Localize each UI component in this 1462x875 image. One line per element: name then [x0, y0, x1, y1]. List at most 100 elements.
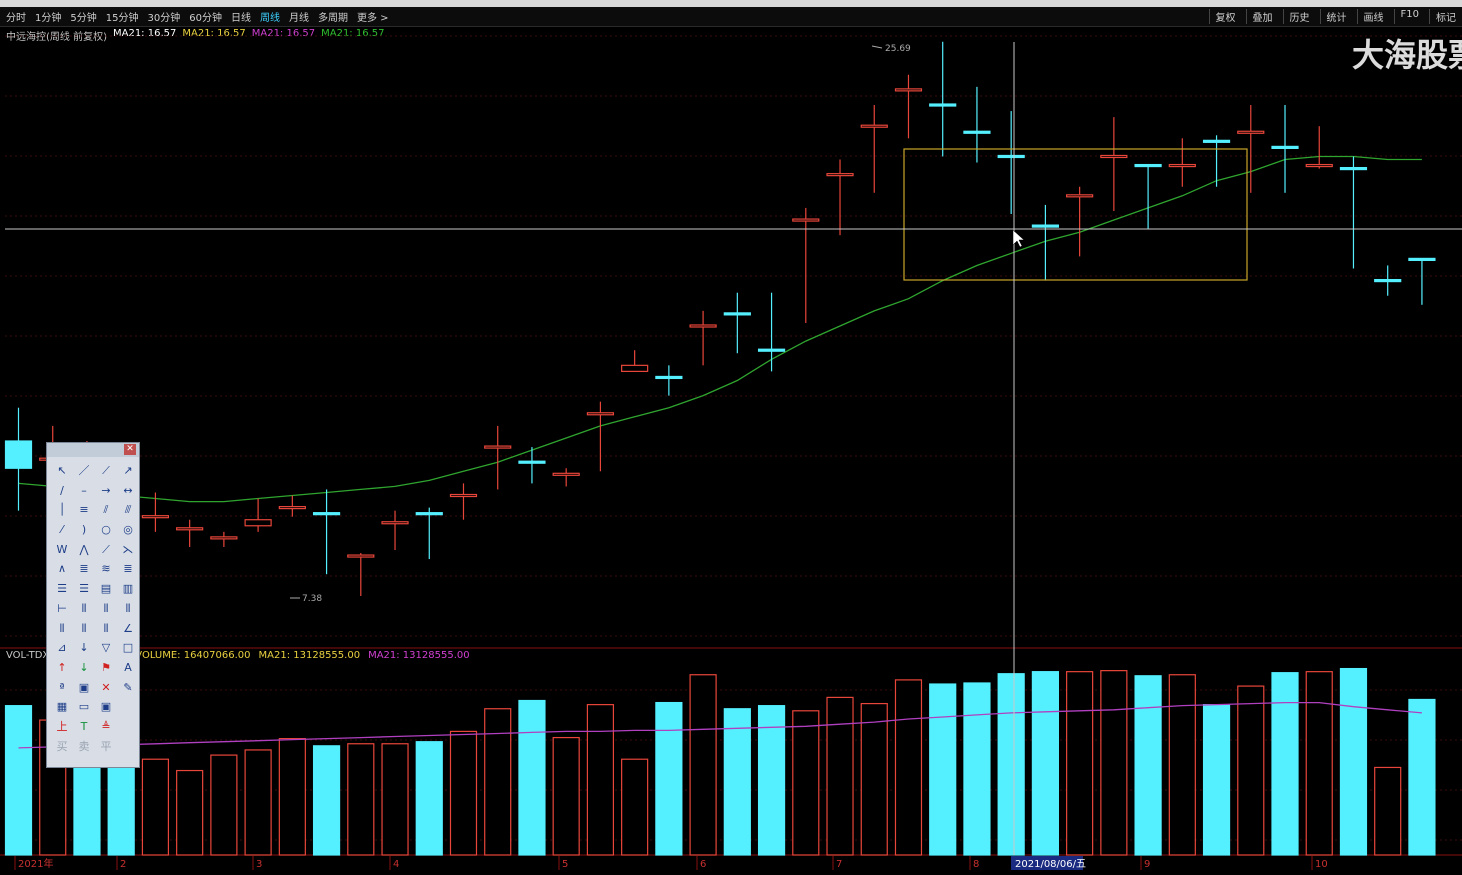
speed-icon[interactable]: ∠	[123, 621, 133, 635]
adjust-button[interactable]: 复权	[1208, 9, 1236, 24]
candle-body[interactable]	[210, 536, 238, 540]
text-note-icon[interactable]: ª	[59, 680, 65, 694]
volume-bar[interactable]	[894, 679, 923, 856]
drawn-rectangle[interactable]	[903, 148, 1248, 281]
volume-bar[interactable]	[1066, 671, 1094, 856]
volume-bar[interactable]	[1271, 672, 1299, 856]
volume-bar[interactable]	[381, 743, 409, 856]
volume-bar[interactable]	[4, 705, 33, 856]
volume-bar[interactable]	[347, 743, 375, 856]
volume-bar[interactable]	[141, 758, 170, 856]
tab-daily[interactable]: 日线	[230, 13, 251, 24]
candle-body[interactable]	[176, 527, 204, 531]
candle-body[interactable]	[1305, 163, 1333, 168]
candle-body[interactable]	[1100, 154, 1128, 159]
volume-bar[interactable]	[757, 705, 786, 856]
wave-icon[interactable]: W	[56, 542, 68, 556]
fan-icon[interactable]: ⋋	[122, 542, 134, 556]
candle-body[interactable]	[552, 472, 580, 476]
text-icon[interactable]: A	[124, 660, 132, 674]
volume-bar[interactable]	[415, 741, 443, 856]
volume-bar[interactable]	[826, 696, 854, 856]
volume-bar[interactable]	[1168, 674, 1196, 856]
candle-body[interactable]	[381, 521, 409, 525]
candle-body[interactable]	[484, 445, 512, 449]
candle-body[interactable]	[792, 218, 820, 222]
cycle4-icon[interactable]: ⦀	[125, 601, 131, 615]
candle-body[interactable]	[244, 519, 272, 527]
hsegment-icon[interactable]: ↔	[123, 483, 133, 497]
parallel2-icon[interactable]: ⫻	[124, 503, 132, 517]
volume-bar[interactable]	[1305, 671, 1333, 856]
candle-body[interactable]	[4, 440, 33, 469]
mark-button[interactable]: 标记	[1429, 9, 1456, 24]
limit-up-icon[interactable]: 上	[56, 719, 68, 733]
candle-body[interactable]	[1237, 130, 1265, 134]
signal-icon[interactable]: ≜	[101, 719, 111, 733]
hline-icon[interactable]: –	[81, 483, 87, 497]
candle-body[interactable]	[518, 460, 546, 464]
volume-bar[interactable]	[449, 730, 478, 856]
candle-body[interactable]	[1134, 163, 1162, 168]
cycle-icon[interactable]: ⊢	[57, 601, 67, 615]
drawing-toolbox[interactable]: ✕ ↖ ／ ⟋ ↗ ∕ – → ↔ │ ≡ ⫽ ⫻ ⁄) ○ ◎ W ⋀ ⟋ ⋋ ∧ ≣ ≋ ≣ ☰ ☰ ▤ ▥ ⊢ ⦀ ⦀…	[46, 442, 140, 768]
volume-bar[interactable]	[484, 708, 512, 856]
volume-bar[interactable]	[586, 704, 615, 856]
candle-body[interactable]	[1202, 139, 1231, 143]
volume-bar[interactable]	[1339, 667, 1368, 856]
candle-body[interactable]	[655, 375, 683, 380]
volume-bar[interactable]	[655, 701, 683, 856]
zigzag-icon[interactable]: ⟋	[102, 542, 110, 556]
candle-body[interactable]	[1168, 163, 1196, 168]
volume-bar[interactable]	[929, 683, 957, 856]
volume-bar[interactable]	[1408, 698, 1436, 856]
candle-body[interactable]	[278, 506, 306, 510]
palette-icon[interactable]: ✎	[123, 680, 133, 694]
candle-body[interactable]	[1066, 194, 1094, 198]
gann2-icon[interactable]: ☰	[79, 582, 89, 596]
cycle3-icon[interactable]: ⦀	[103, 601, 109, 615]
ray-icon[interactable]: ⟋	[102, 464, 110, 477]
gann-fan-icon[interactable]: ⊿	[57, 641, 67, 655]
rectangle-icon[interactable]: □	[122, 641, 134, 655]
fib2-icon[interactable]: ≋	[101, 562, 111, 576]
tab-weekly[interactable]: 周线	[259, 13, 280, 24]
gann3-icon[interactable]: ▤	[100, 582, 112, 596]
candle-body[interactable]	[1374, 278, 1402, 283]
tab-minute[interactable]: 分时	[6, 13, 26, 24]
candle-body[interactable]	[963, 130, 991, 134]
vol-indicator-name[interactable]: VOL-TDX	[6, 650, 50, 661]
volume-bar[interactable]	[860, 702, 888, 856]
bars-icon[interactable]: ⦀	[59, 621, 65, 635]
volume-bar[interactable]	[1374, 766, 1402, 856]
tab-1min[interactable]: 1分钟	[35, 13, 62, 24]
stamp-icon[interactable]: ▣	[78, 680, 90, 694]
volume-bar[interactable]	[792, 710, 820, 856]
candle-body[interactable]	[1031, 224, 1060, 228]
volume-bar[interactable]	[210, 754, 238, 856]
draw-button[interactable]: 画线	[1356, 9, 1384, 24]
channel-icon[interactable]: ≡	[79, 503, 89, 517]
candle-body[interactable]	[929, 103, 957, 107]
gann4-icon[interactable]: ▥	[122, 582, 134, 596]
volume-bar[interactable]	[312, 745, 341, 856]
overlay-button[interactable]: 叠加	[1245, 9, 1273, 24]
vline-icon[interactable]: │	[58, 503, 66, 517]
volume-bar[interactable]	[244, 749, 272, 856]
volume-bar[interactable]	[1237, 685, 1265, 856]
triangle-icon[interactable]: ▽	[101, 641, 111, 655]
volume-bar[interactable]	[1202, 704, 1231, 856]
candle-body[interactable]	[586, 412, 615, 416]
candle-body[interactable]	[997, 154, 1025, 159]
candle-body[interactable]	[1271, 145, 1299, 149]
limit-down-icon[interactable]: T	[80, 719, 88, 733]
stats-button[interactable]: 统计	[1319, 9, 1347, 24]
candle-body[interactable]	[826, 173, 854, 177]
candle-body[interactable]	[894, 88, 923, 92]
volume-bar[interactable]	[963, 682, 991, 856]
candle-body[interactable]	[1408, 257, 1436, 261]
layout-icon[interactable]: ▦	[56, 700, 68, 714]
candle-body[interactable]	[723, 312, 751, 316]
volume-bar[interactable]	[1031, 671, 1060, 856]
